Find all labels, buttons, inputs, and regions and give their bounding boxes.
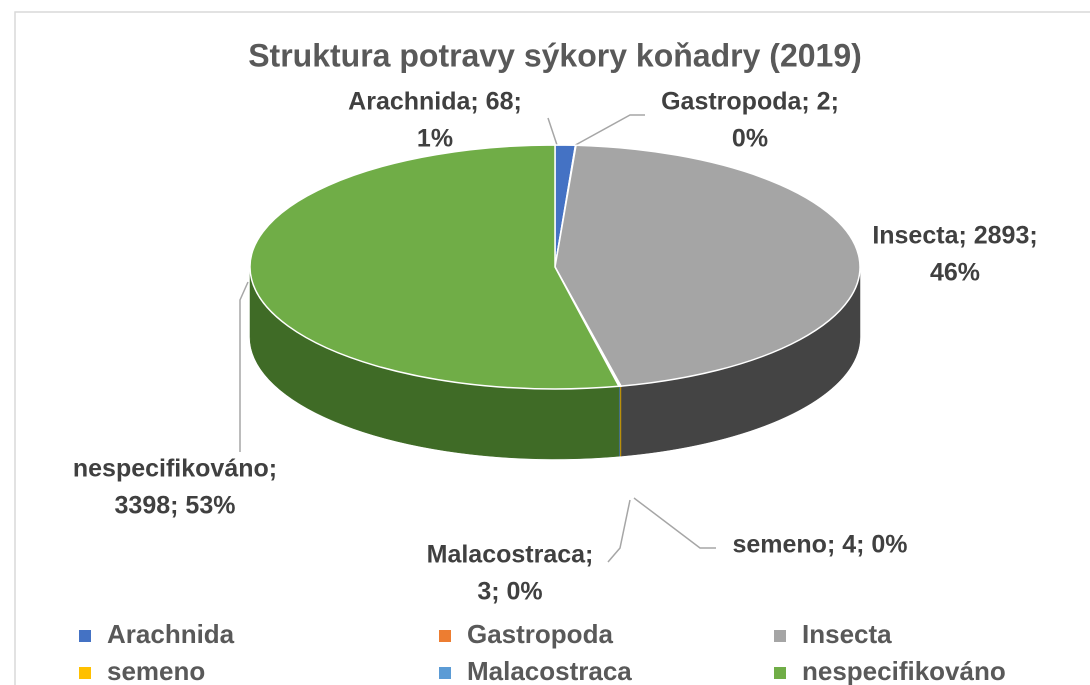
chart-title: Struktura potravy sýkory koňadry (2019) (248, 37, 862, 73)
data-label: Arachnida; 68; (348, 88, 522, 116)
slice (554, 144, 861, 387)
legend-swatch (79, 667, 91, 679)
data-label: semeno; 4; 0% (732, 531, 907, 559)
leader-line (569, 114, 645, 149)
legend-swatch (439, 630, 451, 642)
legend-label: Insecta (802, 619, 892, 649)
data-label: 3398; 53% (115, 492, 236, 520)
slice (249, 144, 621, 390)
slice-tops (249, 144, 861, 390)
data-label: Insecta; 2893; (872, 222, 1037, 250)
legend-label: Malacostraca (467, 656, 632, 685)
legend-swatch (439, 667, 451, 679)
data-label: 3; 0% (477, 578, 542, 606)
legend-swatch (774, 667, 786, 679)
leader-lines (239, 114, 716, 563)
data-label: Gastropoda; 2; (661, 88, 839, 116)
data-label: Malacostraca; (427, 541, 594, 569)
legend-swatch (774, 630, 786, 642)
leader-line (239, 281, 249, 452)
data-label: 1% (417, 125, 453, 153)
data-label: nespecifikováno; (73, 455, 277, 483)
data-label: 0% (732, 125, 768, 153)
legend-label: Gastropoda (467, 619, 613, 649)
leader-line (633, 497, 716, 549)
legend-label: nespecifikováno (802, 656, 1006, 685)
leader-line (607, 499, 631, 563)
leader-line (547, 117, 559, 149)
legend-swatch (79, 630, 91, 642)
data-label: 46% (930, 259, 980, 287)
legend-label: Arachnida (107, 619, 235, 649)
legend-label: semeno (107, 656, 205, 685)
